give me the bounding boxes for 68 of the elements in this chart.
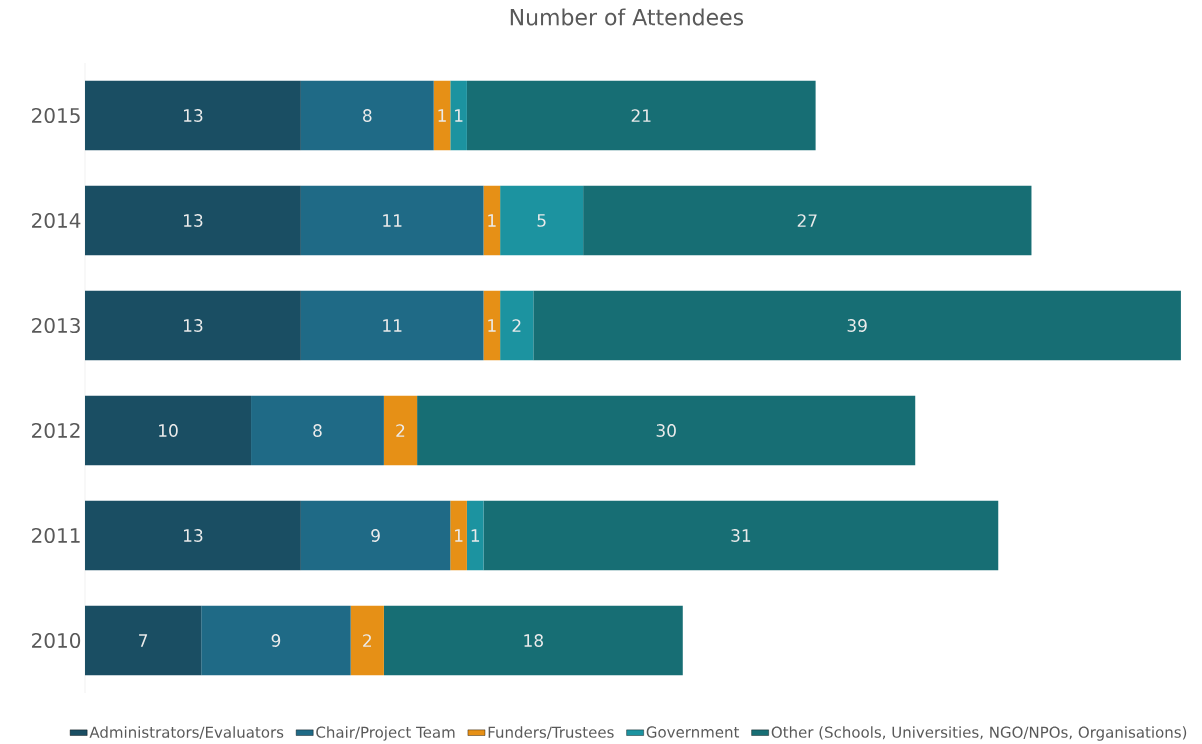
bar [583,185,1032,256]
bar [483,185,501,256]
legend-label: Funders/Trustees [488,726,614,740]
data-label: 7 [139,634,148,647]
legend-label: Government [646,726,740,738]
bar [300,80,434,151]
bar [417,395,916,466]
data-label: 10 [159,424,178,437]
bar [450,500,467,571]
data-label: 1 [471,529,480,542]
y-tick-label: 2013 [32,317,80,334]
data-label: 18 [524,634,543,647]
y-tick-label: 2014 [32,212,81,229]
data-label: 9 [271,634,281,647]
bar [483,500,999,571]
data-label: 1 [438,109,446,122]
y-tick-label: 2015 [32,107,80,124]
data-label: 2 [363,634,371,647]
bar [350,605,384,676]
bar [201,605,351,676]
data-label: 1 [488,319,496,332]
data-label: 39 [847,319,867,332]
bar [300,290,484,361]
bar [500,185,584,256]
legend-label: Chair/Project Team [316,726,455,741]
bar [483,290,501,361]
legend-label: Administrators/Evaluators [89,726,284,740]
bar [251,395,384,466]
data-label: 30 [656,424,676,437]
bar [85,185,301,256]
data-label: 1 [488,214,496,227]
data-label: 13 [183,214,203,227]
chart-title: Number of Attendees [510,8,744,26]
bar [85,290,301,361]
bar [383,395,418,466]
data-label: 13 [183,529,203,542]
data-label: 8 [363,109,372,122]
bar [85,80,301,151]
data-label: 13 [183,319,203,332]
bar [533,290,1181,361]
bar [300,500,451,571]
legend-label: Other (Schools, Universities, NGO/NPOs, Organisations) [771,726,1187,741]
bar [433,80,451,151]
data-label: 13 [183,109,203,122]
bar [500,290,534,361]
bar [300,185,484,256]
bar [85,605,202,676]
data-label: 21 [631,109,651,122]
data-label: 1 [455,109,463,122]
y-tick-label: 2011 [32,527,80,544]
bar [450,80,467,151]
data-label: 31 [731,529,751,542]
data-label: 5 [537,214,546,227]
data-label: 8 [313,424,322,437]
bar [383,605,683,676]
data-label: 11 [383,319,402,332]
data-label: 9 [371,529,380,542]
data-label: 11 [383,214,402,227]
y-tick-label: 2012 [32,422,80,439]
bar [466,500,484,571]
data-label: 2 [396,424,405,437]
data-label: 2 [512,319,521,332]
data-label: 1 [455,529,463,542]
bar [466,80,816,151]
y-tick-label: 2010 [32,632,81,649]
bar [85,500,301,571]
bar [85,395,252,466]
data-label: 27 [797,214,817,227]
